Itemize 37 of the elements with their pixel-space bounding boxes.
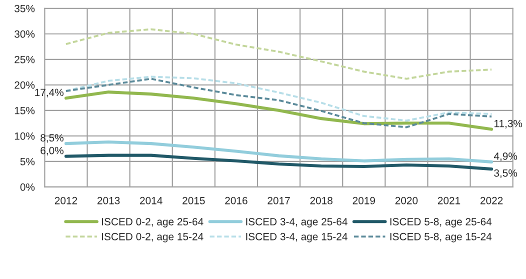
x-tick-label: 2015 — [182, 196, 205, 204]
legend-label: ISCED 0-2, age 25-64 — [102, 218, 204, 228]
y-tick-label: 5% — [20, 158, 35, 166]
y-tick-label: 10% — [14, 132, 35, 140]
y-tick-label: 35% — [14, 4, 35, 12]
data-label: 4,9% — [494, 152, 518, 162]
line-series — [65, 78, 493, 128]
y-tick-label: 20% — [14, 81, 35, 89]
x-tick-label: 2012 — [54, 196, 78, 204]
data-label: 11,3% — [494, 120, 522, 128]
line-series — [65, 28, 493, 80]
data-label: 3,5% — [494, 169, 518, 178]
legend-label: ISCED 5-8, age 15-24 — [390, 232, 492, 242]
x-tick-label: 2021 — [438, 196, 460, 204]
legend-label: ISCED 3-4, age 15-24 — [246, 232, 348, 242]
line-series — [64, 154, 494, 171]
y-tick-label: 25% — [14, 56, 35, 64]
data-label: 8,5% — [40, 134, 64, 143]
legend-label: ISCED 5-8, age 25-64 — [390, 218, 492, 228]
x-tick-label: 2022 — [480, 196, 503, 204]
x-tick-label: 2014 — [140, 196, 162, 204]
legend-label: ISCED 3-4, age 25-64 — [246, 218, 348, 228]
x-tick-label: 2017 — [268, 196, 290, 204]
x-tick-label: 2016 — [225, 196, 248, 204]
data-label: 6,0% — [40, 146, 64, 156]
line-series — [64, 140, 494, 164]
x-tick-label: 2018 — [310, 196, 332, 204]
x-tick-label: 2013 — [97, 196, 120, 204]
y-tick-label: 15% — [14, 106, 35, 114]
line-series — [65, 76, 493, 122]
data-label: 17,4% — [35, 88, 64, 98]
y-tick-label: 0% — [20, 183, 35, 191]
line-series — [64, 90, 494, 131]
y-tick-label: 30% — [14, 30, 35, 38]
x-tick-label: 2019 — [352, 196, 375, 204]
x-tick-label: 2020 — [395, 196, 418, 204]
legend-label: ISCED 0-2, age 15-24 — [102, 232, 204, 242]
